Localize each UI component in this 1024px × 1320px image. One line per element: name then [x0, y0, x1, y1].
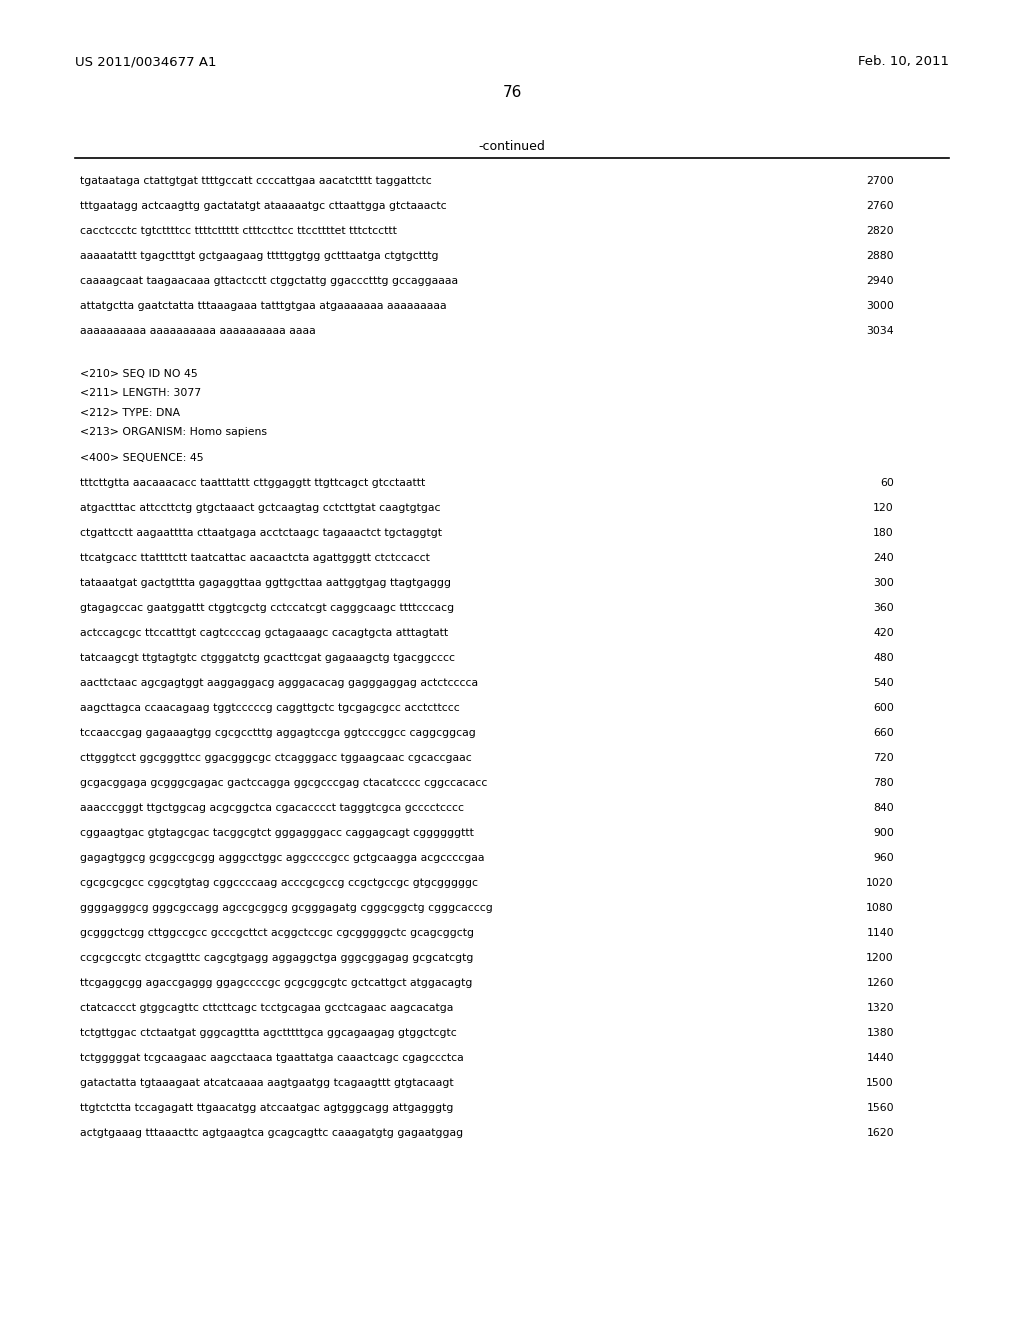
Text: atgactttac attccttctg gtgctaaact gctcaagtag cctcttgtat caagtgtgac: atgactttac attccttctg gtgctaaact gctcaag… [80, 503, 440, 512]
Text: 1500: 1500 [866, 1077, 894, 1088]
Text: 720: 720 [873, 752, 894, 763]
Text: 1620: 1620 [866, 1127, 894, 1138]
Text: actgtgaaag tttaaacttc agtgaagtca gcagcagttc caaagatgtg gagaatggag: actgtgaaag tttaaacttc agtgaagtca gcagcag… [80, 1127, 463, 1138]
Text: 900: 900 [873, 828, 894, 838]
Text: tccaaccgag gagaaagtgg cgcgcctttg aggagtccga ggtcccggcc caggcggcag: tccaaccgag gagaaagtgg cgcgcctttg aggagtc… [80, 727, 476, 738]
Text: 300: 300 [873, 578, 894, 587]
Text: caaaagcaat taagaacaaa gttactcctt ctggctattg ggaccctttg gccaggaaaa: caaaagcaat taagaacaaa gttactcctt ctggcta… [80, 276, 458, 286]
Text: tgataataga ctattgtgat ttttgccatt ccccattgaa aacatctttt taggattctc: tgataataga ctattgtgat ttttgccatt ccccatt… [80, 176, 432, 186]
Text: tatcaagcgt ttgtagtgtc ctgggatctg gcacttcgat gagaaagctg tgacggcccc: tatcaagcgt ttgtagtgtc ctgggatctg gcacttc… [80, 653, 455, 663]
Text: gatactatta tgtaaagaat atcatcaaaa aagtgaatgg tcagaagttt gtgtacaagt: gatactatta tgtaaagaat atcatcaaaa aagtgaa… [80, 1077, 454, 1088]
Text: cacctccctc tgtcttttcc ttttcttttt ctttccttcc ttccttttet tttctccttt: cacctccctc tgtcttttcc ttttcttttt ctttcct… [80, 226, 397, 236]
Text: cgcgcgcgcc cggcgtgtag cggccccaag acccgcgccg ccgctgccgc gtgcgggggc: cgcgcgcgcc cggcgtgtag cggccccaag acccgcg… [80, 878, 478, 888]
Text: <212> TYPE: DNA: <212> TYPE: DNA [80, 408, 180, 418]
Text: tttcttgtta aacaaacacc taatttattt cttggaggtt ttgttcagct gtcctaattt: tttcttgtta aacaaacacc taatttattt cttggag… [80, 478, 425, 488]
Text: 2940: 2940 [866, 276, 894, 286]
Text: <400> SEQUENCE: 45: <400> SEQUENCE: 45 [80, 453, 204, 463]
Text: 2820: 2820 [866, 226, 894, 236]
Text: 1020: 1020 [866, 878, 894, 888]
Text: ttcgaggcgg agaccgaggg ggagccccgc gcgcggcgtc gctcattgct atggacagtg: ttcgaggcgg agaccgaggg ggagccccgc gcgcggc… [80, 978, 472, 987]
Text: gagagtggcg gcggccgcgg agggcctggc aggccccgcc gctgcaagga acgccccgaa: gagagtggcg gcggccgcgg agggcctggc aggcccc… [80, 853, 484, 863]
Text: aagcttagca ccaacagaag tggtcccccg caggttgctc tgcgagcgcc acctcttccc: aagcttagca ccaacagaag tggtcccccg caggttg… [80, 702, 460, 713]
Text: ctgattcctt aagaatttta cttaatgaga acctctaagc tagaaactct tgctaggtgt: ctgattcctt aagaatttta cttaatgaga acctcta… [80, 528, 442, 537]
Text: attatgctta gaatctatta tttaaagaaa tatttgtgaa atgaaaaaaa aaaaaaaaa: attatgctta gaatctatta tttaaagaaa tatttgt… [80, 301, 446, 312]
Text: <211> LENGTH: 3077: <211> LENGTH: 3077 [80, 388, 201, 399]
Text: actccagcgc ttccatttgt cagtccccag gctagaaagc cacagtgcta atttagtatt: actccagcgc ttccatttgt cagtccccag gctagaa… [80, 628, 449, 638]
Text: 1440: 1440 [866, 1053, 894, 1063]
Text: aacttctaac agcgagtggt aaggaggacg agggacacag gagggaggag actctcccca: aacttctaac agcgagtggt aaggaggacg agggaca… [80, 677, 478, 688]
Text: cttgggtcct ggcgggttcc ggacgggcgc ctcagggacc tggaagcaac cgcaccgaac: cttgggtcct ggcgggttcc ggacgggcgc ctcaggg… [80, 752, 472, 763]
Text: aaaaatattt tgagctttgt gctgaagaag tttttggtgg gctttaatga ctgtgctttg: aaaaatattt tgagctttgt gctgaagaag tttttgg… [80, 251, 438, 261]
Text: 3034: 3034 [866, 326, 894, 337]
Text: 480: 480 [873, 653, 894, 663]
Text: -continued: -continued [478, 140, 546, 153]
Text: 3000: 3000 [866, 301, 894, 312]
Text: 180: 180 [873, 528, 894, 537]
Text: 600: 600 [873, 702, 894, 713]
Text: tataaatgat gactgtttta gagaggttaa ggttgcttaa aattggtgag ttagtgaggg: tataaatgat gactgtttta gagaggttaa ggttgct… [80, 578, 451, 587]
Text: tttgaatagg actcaagttg gactatatgt ataaaaatgc cttaattgga gtctaaactc: tttgaatagg actcaagttg gactatatgt ataaaaa… [80, 201, 446, 211]
Text: gtagagccac gaatggattt ctggtcgctg cctccatcgt cagggcaagc ttttcccacg: gtagagccac gaatggattt ctggtcgctg cctccat… [80, 603, 454, 612]
Text: <210> SEQ ID NO 45: <210> SEQ ID NO 45 [80, 370, 198, 379]
Text: Feb. 10, 2011: Feb. 10, 2011 [858, 55, 949, 69]
Text: 360: 360 [873, 603, 894, 612]
Text: ccgcgccgtc ctcgagtttc cagcgtgagg aggaggctga gggcggagag gcgcatcgtg: ccgcgccgtc ctcgagtttc cagcgtgagg aggaggc… [80, 953, 473, 962]
Text: gcgggctcgg cttggccgcc gcccgcttct acggctccgc cgcgggggctc gcagcggctg: gcgggctcgg cttggccgcc gcccgcttct acggctc… [80, 928, 474, 937]
Text: cggaagtgac gtgtagcgac tacggcgtct gggagggacc caggagcagt cggggggttt: cggaagtgac gtgtagcgac tacggcgtct gggaggg… [80, 828, 474, 838]
Text: aaacccgggt ttgctggcag acgcggctca cgacacccct tagggtcgca gcccctcccc: aaacccgggt ttgctggcag acgcggctca cgacacc… [80, 803, 464, 813]
Text: aaaaaaaaaa aaaaaaaaaa aaaaaaaaaa aaaa: aaaaaaaaaa aaaaaaaaaa aaaaaaaaaa aaaa [80, 326, 315, 337]
Text: 780: 780 [873, 777, 894, 788]
Text: 1140: 1140 [866, 928, 894, 937]
Text: ggggagggcg gggcgccagg agccgcggcg gcgggagatg cgggcggctg cgggcacccg: ggggagggcg gggcgccagg agccgcggcg gcgggag… [80, 903, 493, 912]
Text: 1560: 1560 [866, 1102, 894, 1113]
Text: 1320: 1320 [866, 1003, 894, 1012]
Text: 76: 76 [503, 84, 521, 100]
Text: 1260: 1260 [866, 978, 894, 987]
Text: 240: 240 [873, 553, 894, 562]
Text: 420: 420 [873, 628, 894, 638]
Text: 1380: 1380 [866, 1028, 894, 1038]
Text: ctatcaccct gtggcagttc cttcttcagc tcctgcagaa gcctcagaac aagcacatga: ctatcaccct gtggcagttc cttcttcagc tcctgca… [80, 1003, 454, 1012]
Text: 960: 960 [873, 853, 894, 863]
Text: 540: 540 [873, 677, 894, 688]
Text: 1200: 1200 [866, 953, 894, 962]
Text: <213> ORGANISM: Homo sapiens: <213> ORGANISM: Homo sapiens [80, 428, 267, 437]
Text: 60: 60 [880, 478, 894, 488]
Text: tctgttggac ctctaatgat gggcagttta agctttttgca ggcagaagag gtggctcgtc: tctgttggac ctctaatgat gggcagttta agctttt… [80, 1028, 457, 1038]
Text: 2880: 2880 [866, 251, 894, 261]
Text: ttcatgcacc ttattttctt taatcattac aacaactcta agattgggtt ctctccacct: ttcatgcacc ttattttctt taatcattac aacaact… [80, 553, 430, 562]
Text: 840: 840 [873, 803, 894, 813]
Text: 2700: 2700 [866, 176, 894, 186]
Text: 120: 120 [873, 503, 894, 512]
Text: 660: 660 [873, 727, 894, 738]
Text: 1080: 1080 [866, 903, 894, 912]
Text: US 2011/0034677 A1: US 2011/0034677 A1 [75, 55, 216, 69]
Text: 2760: 2760 [866, 201, 894, 211]
Text: tctgggggat tcgcaagaac aagcctaaca tgaattatga caaactcagc cgagccctca: tctgggggat tcgcaagaac aagcctaaca tgaatta… [80, 1053, 464, 1063]
Text: gcgacggaga gcgggcgagac gactccagga ggcgcccgag ctacatcccc cggccacacc: gcgacggaga gcgggcgagac gactccagga ggcgcc… [80, 777, 487, 788]
Text: ttgtctctta tccagagatt ttgaacatgg atccaatgac agtgggcagg attgagggtg: ttgtctctta tccagagatt ttgaacatgg atccaat… [80, 1102, 454, 1113]
